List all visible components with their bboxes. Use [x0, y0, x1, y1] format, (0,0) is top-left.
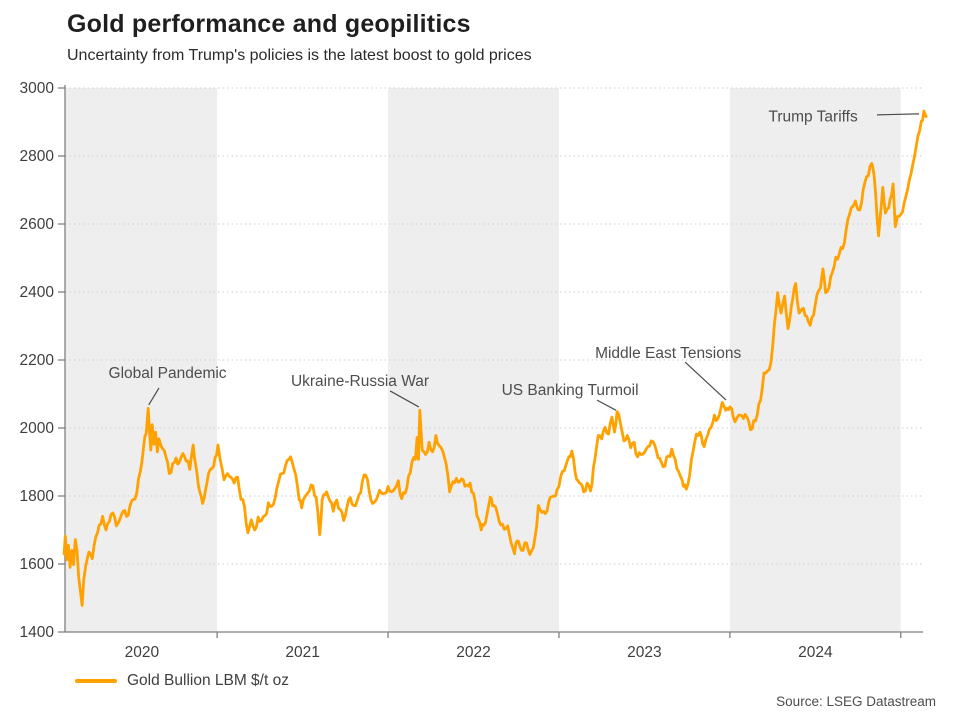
- y-tick-label: 2400: [20, 284, 55, 301]
- annotation-label: US Banking Turmoil: [502, 382, 639, 399]
- annotation-label: Trump Tariffs: [768, 108, 858, 125]
- gold-price-line: [62, 109, 928, 607]
- annotation-leader-line: [148, 387, 160, 406]
- x-tick-label: 2023: [627, 644, 661, 661]
- x-tick-label: 2021: [285, 644, 319, 661]
- x-tick-label: 2024: [798, 644, 833, 661]
- source-credit: Source: LSEG Datastream: [776, 694, 936, 709]
- annotations: Global Pandemic Ukraine-Russia War US Bank…: [109, 108, 920, 411]
- annotation-leader-line: [596, 399, 617, 411]
- gridlines: [65, 87, 923, 565]
- annotation-leader-line: [877, 113, 920, 116]
- price-line-series: [62, 109, 928, 607]
- annotation-label: Ukraine-Russia War: [291, 373, 429, 390]
- y-tick-label: 3000: [20, 80, 55, 97]
- y-tick-label: 1400: [20, 624, 55, 641]
- annotation-leader-line: [684, 361, 727, 401]
- y-tick-label: 2200: [20, 352, 55, 369]
- annotation-label: Global Pandemic: [109, 365, 227, 382]
- annotation-leader-line: [389, 390, 420, 408]
- y-tick-label: 1600: [20, 556, 55, 573]
- y-tick-label: 2000: [20, 420, 55, 437]
- axis-tick-labels: 1400 1600 1800 2000 2200 2400 2600 2800 3000 2020…: [20, 80, 833, 661]
- chart-title: Gold performance and geopilitics: [67, 10, 471, 38]
- chart-subtitle: Uncertainty from Trump's policies is the…: [67, 47, 532, 64]
- x-tick-label: 2020: [125, 644, 160, 661]
- year-shading-bands: [65, 88, 901, 632]
- legend: Gold Bullion LBM $/t oz: [75, 672, 289, 690]
- legend-label: Gold Bullion LBM $/t oz: [127, 672, 289, 689]
- y-tick-label: 2600: [20, 216, 55, 233]
- x-tick-label: 2022: [456, 644, 490, 661]
- legend-line-swatch: [75, 679, 117, 683]
- y-tick-label: 1800: [20, 488, 55, 505]
- y-tick-label: 2800: [20, 148, 55, 165]
- annotation-label: Middle East Tensions: [595, 345, 741, 362]
